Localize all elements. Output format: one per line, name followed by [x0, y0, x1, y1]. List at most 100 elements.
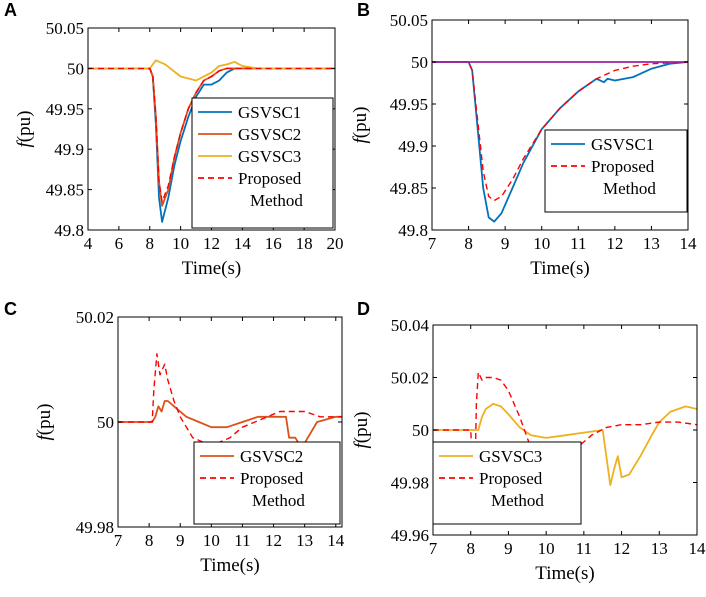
y-axis-label-unit: (pu): [351, 412, 372, 444]
y-tick-label: 50: [411, 53, 428, 72]
x-tick-label: 12: [265, 531, 282, 550]
x-tick-label: 20: [327, 234, 344, 253]
x-tick-label: 14: [234, 234, 252, 253]
legend-label: GSVSC1: [238, 103, 301, 122]
series-line-gsvsc3: [88, 59, 335, 82]
x-tick-label: 14: [689, 539, 706, 558]
x-tick-label: 11: [570, 234, 586, 253]
x-tick-label: 16: [265, 234, 282, 253]
y-tick-label: 49.85: [46, 181, 84, 200]
series-group: [118, 353, 342, 450]
legend-label: GSVSC3: [479, 447, 542, 466]
y-axis-label-italic: f: [351, 440, 372, 448]
x-tick-label: 18: [296, 234, 313, 253]
panel-c: C 7 8 9 10 11 12 13 14 49.98 50 50.02 Time(s) f(pu) GS…: [4, 299, 345, 576]
y-tick-label: 49.96: [391, 526, 429, 545]
x-axis-label: Time(s): [535, 563, 594, 584]
legend-label: GSVSC1: [591, 135, 654, 154]
legend-label: Proposed: [591, 157, 655, 176]
plot-frame: [431, 19, 689, 231]
x-tick-label: 10: [538, 539, 555, 558]
series-group: [88, 59, 335, 223]
legend-label: GSVSC2: [240, 447, 303, 466]
y-tick-label: 50.04: [391, 316, 430, 335]
x-tick-label: 7: [429, 539, 438, 558]
x-tick-label: 8: [466, 539, 475, 558]
series-line-gsvsc3: [433, 402, 697, 487]
x-tick-label: 4: [84, 234, 93, 253]
x-axis-label: Time(s): [530, 258, 589, 279]
x-tick-label: 12: [203, 234, 220, 253]
y-axis-label: f(pu): [34, 404, 55, 441]
series-line-proposed-method: [432, 61, 688, 202]
panel-letter: A: [4, 0, 17, 20]
x-axis-label: Time(s): [182, 258, 241, 279]
x-tick-label: 9: [504, 539, 513, 558]
x-tick-label: 13: [643, 234, 660, 253]
series-line-gsvsc2: [118, 400, 342, 450]
y-axis-label: f(pu): [351, 412, 372, 449]
y-tick-label: 49.9: [54, 140, 84, 159]
legend-label: Method: [603, 179, 656, 198]
legend: GSVSC3 Proposed Method: [432, 441, 582, 525]
series-line-gsvsc1: [432, 61, 688, 223]
x-tick-label: 8: [145, 531, 154, 550]
y-axis-label-unit: (pu): [34, 404, 55, 436]
y-tick-label: 49.8: [54, 221, 84, 240]
x-tick-label: 13: [651, 539, 668, 558]
series-line-proposed-method: [118, 353, 342, 444]
x-axis-label: Time(s): [200, 555, 259, 576]
y-tick-label: 50: [97, 413, 114, 432]
y-tick-label: 50.02: [76, 308, 114, 327]
x-tick-label: 8: [464, 234, 473, 253]
legend-label: Proposed: [479, 469, 543, 488]
x-tick-label: 7: [428, 234, 437, 253]
y-tick-label: 50: [412, 421, 429, 440]
legend-label: GSVSC3: [238, 147, 301, 166]
x-tick-label: 9: [176, 531, 185, 550]
y-tick-label: 49.95: [46, 100, 84, 119]
x-tick-label: 10: [533, 234, 550, 253]
x-tick-label: 13: [296, 531, 313, 550]
legend-label: Method: [252, 491, 305, 510]
legend-label: Proposed: [238, 169, 302, 188]
y-axis-label-unit: (pu): [350, 107, 371, 139]
y-axis-label-italic: f: [350, 135, 371, 143]
y-axis-label: f(pu): [14, 111, 35, 148]
x-tick-label: 12: [606, 234, 623, 253]
x-tick-label: 11: [576, 539, 592, 558]
legend-label: Method: [250, 191, 303, 210]
y-axis-label-unit: (pu): [14, 111, 35, 143]
y-tick-label: 49.98: [76, 518, 114, 537]
legend: GSVSC1 Proposed Method: [544, 129, 688, 213]
panel-letter: D: [357, 299, 370, 319]
y-tick-label: 49.9: [398, 137, 428, 156]
x-tick-label: 10: [203, 531, 220, 550]
series-group: [432, 61, 688, 223]
panel-d: D 7 8 9 10 11 12 13 14 49.96 49.98 50 50.02 50.04 Time…: [351, 299, 706, 584]
panel-letter: C: [4, 299, 17, 319]
y-axis-label-italic: f: [34, 432, 55, 440]
y-tick-label: 49.95: [390, 95, 428, 114]
x-tick-label: 14: [680, 234, 698, 253]
y-tick-label: 49.8: [398, 221, 428, 240]
legend-label: GSVSC2: [238, 125, 301, 144]
x-tick-label: 9: [501, 234, 510, 253]
panel-b: B 7 8 9 10 11 12 13 14 49.8 49.85 49.9 49.95 50 50.05 T…: [350, 0, 697, 279]
y-tick-label: 50.02: [391, 369, 429, 388]
y-tick-label: 50.05: [390, 11, 428, 30]
x-tick-label: 8: [146, 234, 155, 253]
y-axis-label-italic: f: [14, 139, 35, 147]
legend: GSVSC1 GSVSC2 GSVSC3 Proposed Method: [191, 97, 334, 229]
x-tick-label: 12: [613, 539, 630, 558]
x-tick-label: 6: [115, 234, 124, 253]
panel-a: A 4 6 8 10 12 14 16 18 20 49.8 49.85 49.9 49.95 50 50.0…: [4, 0, 344, 279]
y-tick-label: 50.05: [46, 19, 84, 38]
legend: GSVSC2 Proposed Method: [193, 441, 341, 525]
x-tick-label: 14: [327, 531, 345, 550]
y-axis-label: f(pu): [350, 107, 371, 144]
legend-label: Method: [491, 491, 544, 510]
panel-letter: B: [357, 0, 370, 20]
y-tick-label: 49.98: [391, 474, 429, 493]
